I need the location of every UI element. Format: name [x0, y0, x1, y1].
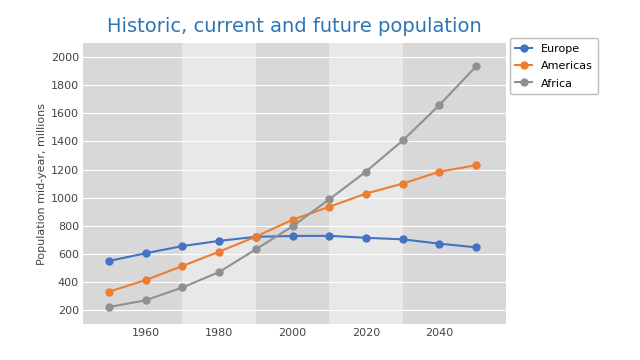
- Bar: [330, 43, 403, 324]
- Africa: [326, 197, 333, 202]
- Africa: [472, 64, 480, 68]
- Legend: Europe, Americas, Africa: Europe, Americas, Africa: [510, 37, 598, 94]
- Americas: [252, 234, 260, 239]
- Europe: [362, 236, 370, 240]
- Y-axis label: Population mid-year, millions: Population mid-year, millions: [36, 103, 47, 265]
- Bar: [182, 43, 256, 324]
- Africa: [289, 224, 296, 229]
- Bar: [83, 43, 182, 324]
- Line: Americas: Americas: [106, 162, 480, 295]
- Europe: [105, 259, 113, 263]
- Europe: [142, 251, 150, 255]
- Africa: [399, 138, 406, 143]
- Europe: [436, 242, 444, 246]
- Africa: [436, 103, 444, 107]
- Americas: [362, 192, 370, 196]
- Europe: [289, 234, 296, 238]
- Europe: [399, 237, 406, 242]
- Americas: [472, 163, 480, 167]
- Europe: [179, 244, 186, 248]
- Line: Africa: Africa: [106, 63, 480, 310]
- Africa: [215, 270, 223, 274]
- Americas: [326, 204, 333, 209]
- Europe: [215, 239, 223, 243]
- Europe: [326, 234, 333, 238]
- Title: Historic, current and future population: Historic, current and future population: [107, 17, 482, 36]
- Americas: [142, 278, 150, 282]
- Americas: [215, 249, 223, 254]
- Americas: [179, 264, 186, 268]
- Europe: [252, 235, 260, 239]
- Americas: [436, 170, 444, 174]
- Americas: [399, 181, 406, 186]
- Bar: [403, 43, 506, 324]
- Africa: [105, 305, 113, 309]
- Americas: [105, 289, 113, 294]
- Africa: [179, 285, 186, 290]
- Africa: [362, 169, 370, 174]
- Line: Europe: Europe: [106, 232, 480, 265]
- Africa: [142, 298, 150, 302]
- Americas: [289, 217, 296, 222]
- Europe: [472, 245, 480, 249]
- Bar: [256, 43, 330, 324]
- Africa: [252, 247, 260, 252]
